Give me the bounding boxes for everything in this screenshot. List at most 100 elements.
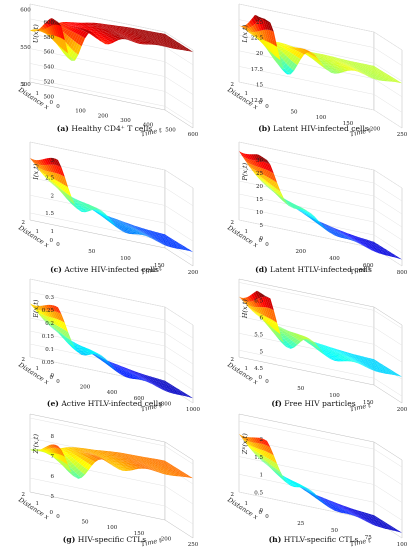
caption-e: (e) Active HTLV-infected cells (0, 399, 209, 408)
caption-c: (c) Active HIV-infected cells (0, 265, 209, 274)
surface-plot-f: 4.555.566.5012050100150200H(x,t)Distance… (225, 279, 408, 413)
z-tick-label: 2.5 (45, 176, 54, 182)
z-tick-label: 10 (256, 210, 263, 216)
z-tick-label: 2 (260, 437, 264, 443)
z-tick-label: 7 (51, 454, 55, 460)
z-tick-label: 8 (51, 434, 55, 440)
surface-plot-b: 12.51517.52022.525012050100150200250L(x,… (225, 4, 408, 138)
x-axis-label: Distance x (16, 495, 50, 521)
t-tick-label: 50 (297, 386, 304, 392)
x-tick-label: 0 (50, 375, 54, 381)
z-tick-label: 15 (256, 197, 263, 203)
x-axis-label: Distance x (225, 223, 259, 249)
z-tick-label: 6 (260, 315, 264, 321)
z-tick-label: 17.5 (251, 67, 264, 73)
t-tick-label: 100 (107, 525, 118, 531)
z-tick-label: 520 (44, 79, 55, 85)
z-tick-label: 540 (44, 65, 55, 71)
z-tick-label: 25 (256, 20, 263, 26)
z-tick-label: 500 (20, 82, 31, 88)
x-axis-label: Distance x (16, 223, 50, 249)
z-tick-label: 4.5 (254, 366, 263, 372)
z-tick-label: 3 (51, 158, 55, 164)
x-tick-label: 0 (50, 100, 54, 106)
caption-h: (h) HTLV-specific CTLs (209, 535, 418, 544)
z-tick-label: 0.05 (42, 360, 55, 366)
z-tick-label: 0.3 (45, 295, 54, 301)
z-axis-label: L(x,t) (241, 24, 249, 43)
z-tick-label: 1.5 (45, 211, 54, 217)
axis-wall (374, 307, 402, 403)
z-tick-label: 5.5 (254, 332, 263, 338)
caption-g: (g) HIV-specific CTLs (0, 535, 209, 544)
z-tick-label: 0.2 (45, 321, 54, 327)
t-tick-label: 400 (107, 390, 118, 396)
surface-plot-a: 5005205405605806000120100200300400500600… (16, 4, 199, 138)
t-tick-label: 400 (329, 256, 340, 262)
z-tick-label: 25 (256, 171, 263, 177)
z-axis-label: I(x,t) (32, 163, 40, 180)
z-tick-label: 20 (256, 184, 263, 190)
z-axis-label: P(x,t) (241, 162, 249, 181)
t-tick-label: 0 (56, 104, 60, 110)
t-tick-label: 0 (265, 104, 269, 110)
x-tick-label: 0 (50, 238, 54, 244)
t-tick-label: 50 (331, 528, 338, 534)
z-tick-label: 2 (51, 193, 55, 199)
caption-f: (f) Free HIV particles (209, 399, 418, 408)
t-tick-label: 200 (98, 113, 109, 119)
t-tick-label: 50 (88, 249, 95, 255)
z-tick-label: 600 (44, 20, 55, 26)
x-tick-label: 0 (259, 100, 263, 106)
caption-d: (d) Latent HTLV-infected cells (209, 265, 418, 274)
z-tick-label: 5 (51, 494, 55, 500)
z-tick-label: 550 (20, 45, 31, 51)
z-axis-label: Zᴱ(x,t) (241, 433, 249, 455)
x-axis-label: Distance x (225, 360, 259, 386)
t-tick-label: 0 (265, 514, 269, 520)
t-tick-label: 50 (291, 110, 298, 116)
z-tick-label: 600 (20, 8, 31, 14)
z-tick-label: 22.5 (251, 36, 264, 42)
t-tick-label: 100 (316, 115, 327, 121)
axis-wall (165, 170, 193, 266)
z-tick-label: 30 (256, 158, 263, 164)
caption-b: (b) Latent HIV-infected cells (209, 124, 418, 133)
z-tick-label: 20 (256, 51, 263, 57)
z-tick-label: 5 (260, 223, 264, 229)
z-tick-label: 1 (51, 229, 55, 235)
z-axis-label: E(x,t) (32, 299, 40, 319)
z-tick-label: 580 (44, 35, 55, 41)
z-axis-label: H(x,t) (241, 299, 249, 320)
x-tick-label: 0 (259, 375, 263, 381)
t-tick-label: 0 (56, 514, 60, 520)
z-tick-label: 560 (44, 50, 55, 56)
t-tick-label: 200 (80, 385, 91, 391)
x-axis-label: Distance x (225, 495, 259, 521)
x-tick-label: 0 (50, 510, 54, 516)
z-tick-label: 0.15 (42, 334, 55, 340)
caption-a: (a) Healthy CD4⁺ T cells (0, 124, 209, 133)
t-tick-label: 100 (75, 109, 86, 115)
axis-wall (239, 414, 374, 520)
z-tick-label: 15 (256, 82, 263, 88)
z-axis-label: U(x,t) (32, 24, 40, 43)
z-tick-label: 0.1 (45, 347, 54, 353)
x-tick-label: 0 (259, 510, 263, 516)
t-tick-label: 0 (265, 379, 269, 385)
t-tick-label: 100 (120, 256, 131, 262)
t-tick-label: 25 (297, 521, 304, 527)
surface-plot-d: 0510152025300120200400600800P(x,t)Distan… (225, 142, 408, 276)
surface-plot-e: 00.050.10.150.20.250.3012020040060080010… (16, 279, 200, 413)
t-tick-label: 50 (82, 520, 89, 526)
z-tick-label: 5 (260, 349, 264, 355)
z-tick-label: 0.5 (254, 490, 263, 496)
z-axis-label: Zᴵ(x,t) (32, 433, 40, 454)
z-tick-label: 1.5 (254, 455, 263, 461)
t-tick-label: 0 (56, 242, 60, 248)
